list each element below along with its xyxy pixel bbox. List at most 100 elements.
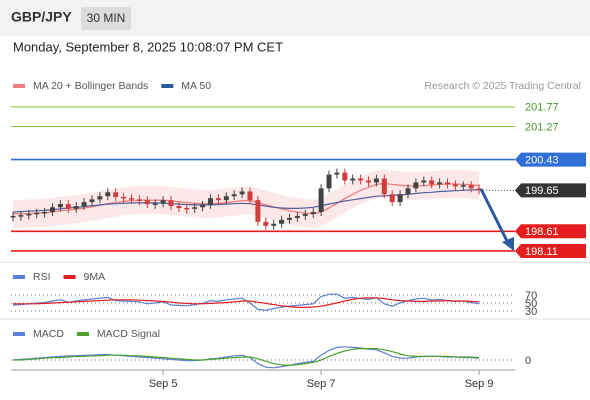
datetime: Monday, September 8, 2025 10:08:07 PM CE… <box>13 39 283 54</box>
candle <box>429 180 435 185</box>
forecast-arrowhead <box>502 237 514 251</box>
candle <box>50 207 55 212</box>
candle <box>476 188 482 191</box>
series-line <box>12 293 480 311</box>
candle <box>310 211 316 214</box>
candle <box>239 191 245 195</box>
candle <box>342 172 348 181</box>
candle <box>263 221 269 226</box>
level-label: 198.61 <box>525 226 559 238</box>
candle <box>452 184 458 187</box>
candle <box>302 213 308 216</box>
candle <box>144 200 150 205</box>
legend-swatch <box>13 332 25 336</box>
legend-label: 9MA <box>84 271 106 283</box>
candle <box>168 200 174 207</box>
candle <box>81 202 87 207</box>
candle <box>184 208 190 210</box>
level-tag <box>515 243 586 258</box>
candle <box>366 180 371 183</box>
x-tick-label: Sep 5 <box>149 378 178 390</box>
level-label: 198.11 <box>525 246 558 258</box>
candle <box>113 192 119 198</box>
forecast-arrow <box>479 188 510 244</box>
candle <box>73 206 79 209</box>
candle <box>373 178 379 183</box>
candle <box>136 199 142 201</box>
candle <box>160 200 166 204</box>
candle <box>34 212 40 215</box>
legend-label: MA 50 <box>181 80 211 92</box>
candle <box>121 197 127 199</box>
candle <box>271 223 277 226</box>
candle <box>437 182 443 185</box>
candle <box>413 182 419 189</box>
x-tick-label: Sep 7 <box>307 378 336 390</box>
legend-swatch <box>63 275 76 279</box>
source: Research © 2025 Trading Central <box>424 80 581 92</box>
series-line <box>13 182 480 215</box>
candle <box>468 185 474 189</box>
candle <box>350 178 356 181</box>
legend-label: MACD Signal <box>97 328 160 340</box>
legend-label: MACD <box>33 328 64 340</box>
candle <box>223 196 229 201</box>
candle <box>358 178 364 181</box>
candle <box>10 215 16 218</box>
candle <box>65 204 71 209</box>
symbol: GBP/JPY <box>11 9 72 25</box>
candle <box>326 174 332 189</box>
candle <box>152 203 158 205</box>
bollinger-band <box>13 169 480 228</box>
candle <box>381 178 387 195</box>
candle <box>57 204 63 208</box>
candle <box>215 198 221 201</box>
candle <box>89 199 95 203</box>
y-tick-label: 50 <box>525 298 537 310</box>
candle <box>97 196 103 200</box>
candle <box>405 188 411 195</box>
candle <box>255 200 261 222</box>
candle <box>231 194 237 197</box>
level-label: 201.77 <box>525 102 559 114</box>
series-line <box>13 348 480 367</box>
legend-label: MA 20 + Bollinger Bands <box>33 80 148 92</box>
legend-swatch <box>161 84 174 88</box>
legend-swatch <box>13 275 25 279</box>
candle <box>192 207 198 209</box>
candle <box>208 198 213 205</box>
legend-swatch <box>13 84 25 88</box>
series-line <box>13 297 480 308</box>
candle <box>105 192 111 197</box>
candle <box>279 219 285 224</box>
x-tick-label: Sep 9 <box>465 378 494 390</box>
candle <box>389 194 395 203</box>
candle <box>26 213 32 216</box>
y-tick-label: 70 <box>525 290 537 302</box>
interval[interactable]: 30 MIN <box>87 11 126 25</box>
current-price-label: 199.65 <box>525 185 559 197</box>
candle <box>397 194 403 203</box>
interval-button[interactable] <box>81 7 131 30</box>
candle <box>421 180 427 183</box>
level-label: 200.43 <box>525 155 559 167</box>
candle <box>460 185 466 187</box>
level-label: 201.27 <box>525 121 559 133</box>
candle <box>129 198 134 200</box>
level-tag <box>515 152 586 167</box>
candle <box>18 215 24 217</box>
level-tag <box>515 224 586 239</box>
candle <box>287 217 292 220</box>
candle <box>294 215 300 218</box>
legend-swatch <box>76 332 89 336</box>
current-price-tag <box>515 183 586 198</box>
candle <box>334 172 340 175</box>
candle <box>445 182 450 185</box>
legend-label: RSI <box>33 271 51 283</box>
candle <box>247 191 253 201</box>
y-tick-label: 30 <box>525 306 537 318</box>
candle <box>42 211 48 214</box>
candle <box>200 204 206 208</box>
candle <box>176 206 182 209</box>
